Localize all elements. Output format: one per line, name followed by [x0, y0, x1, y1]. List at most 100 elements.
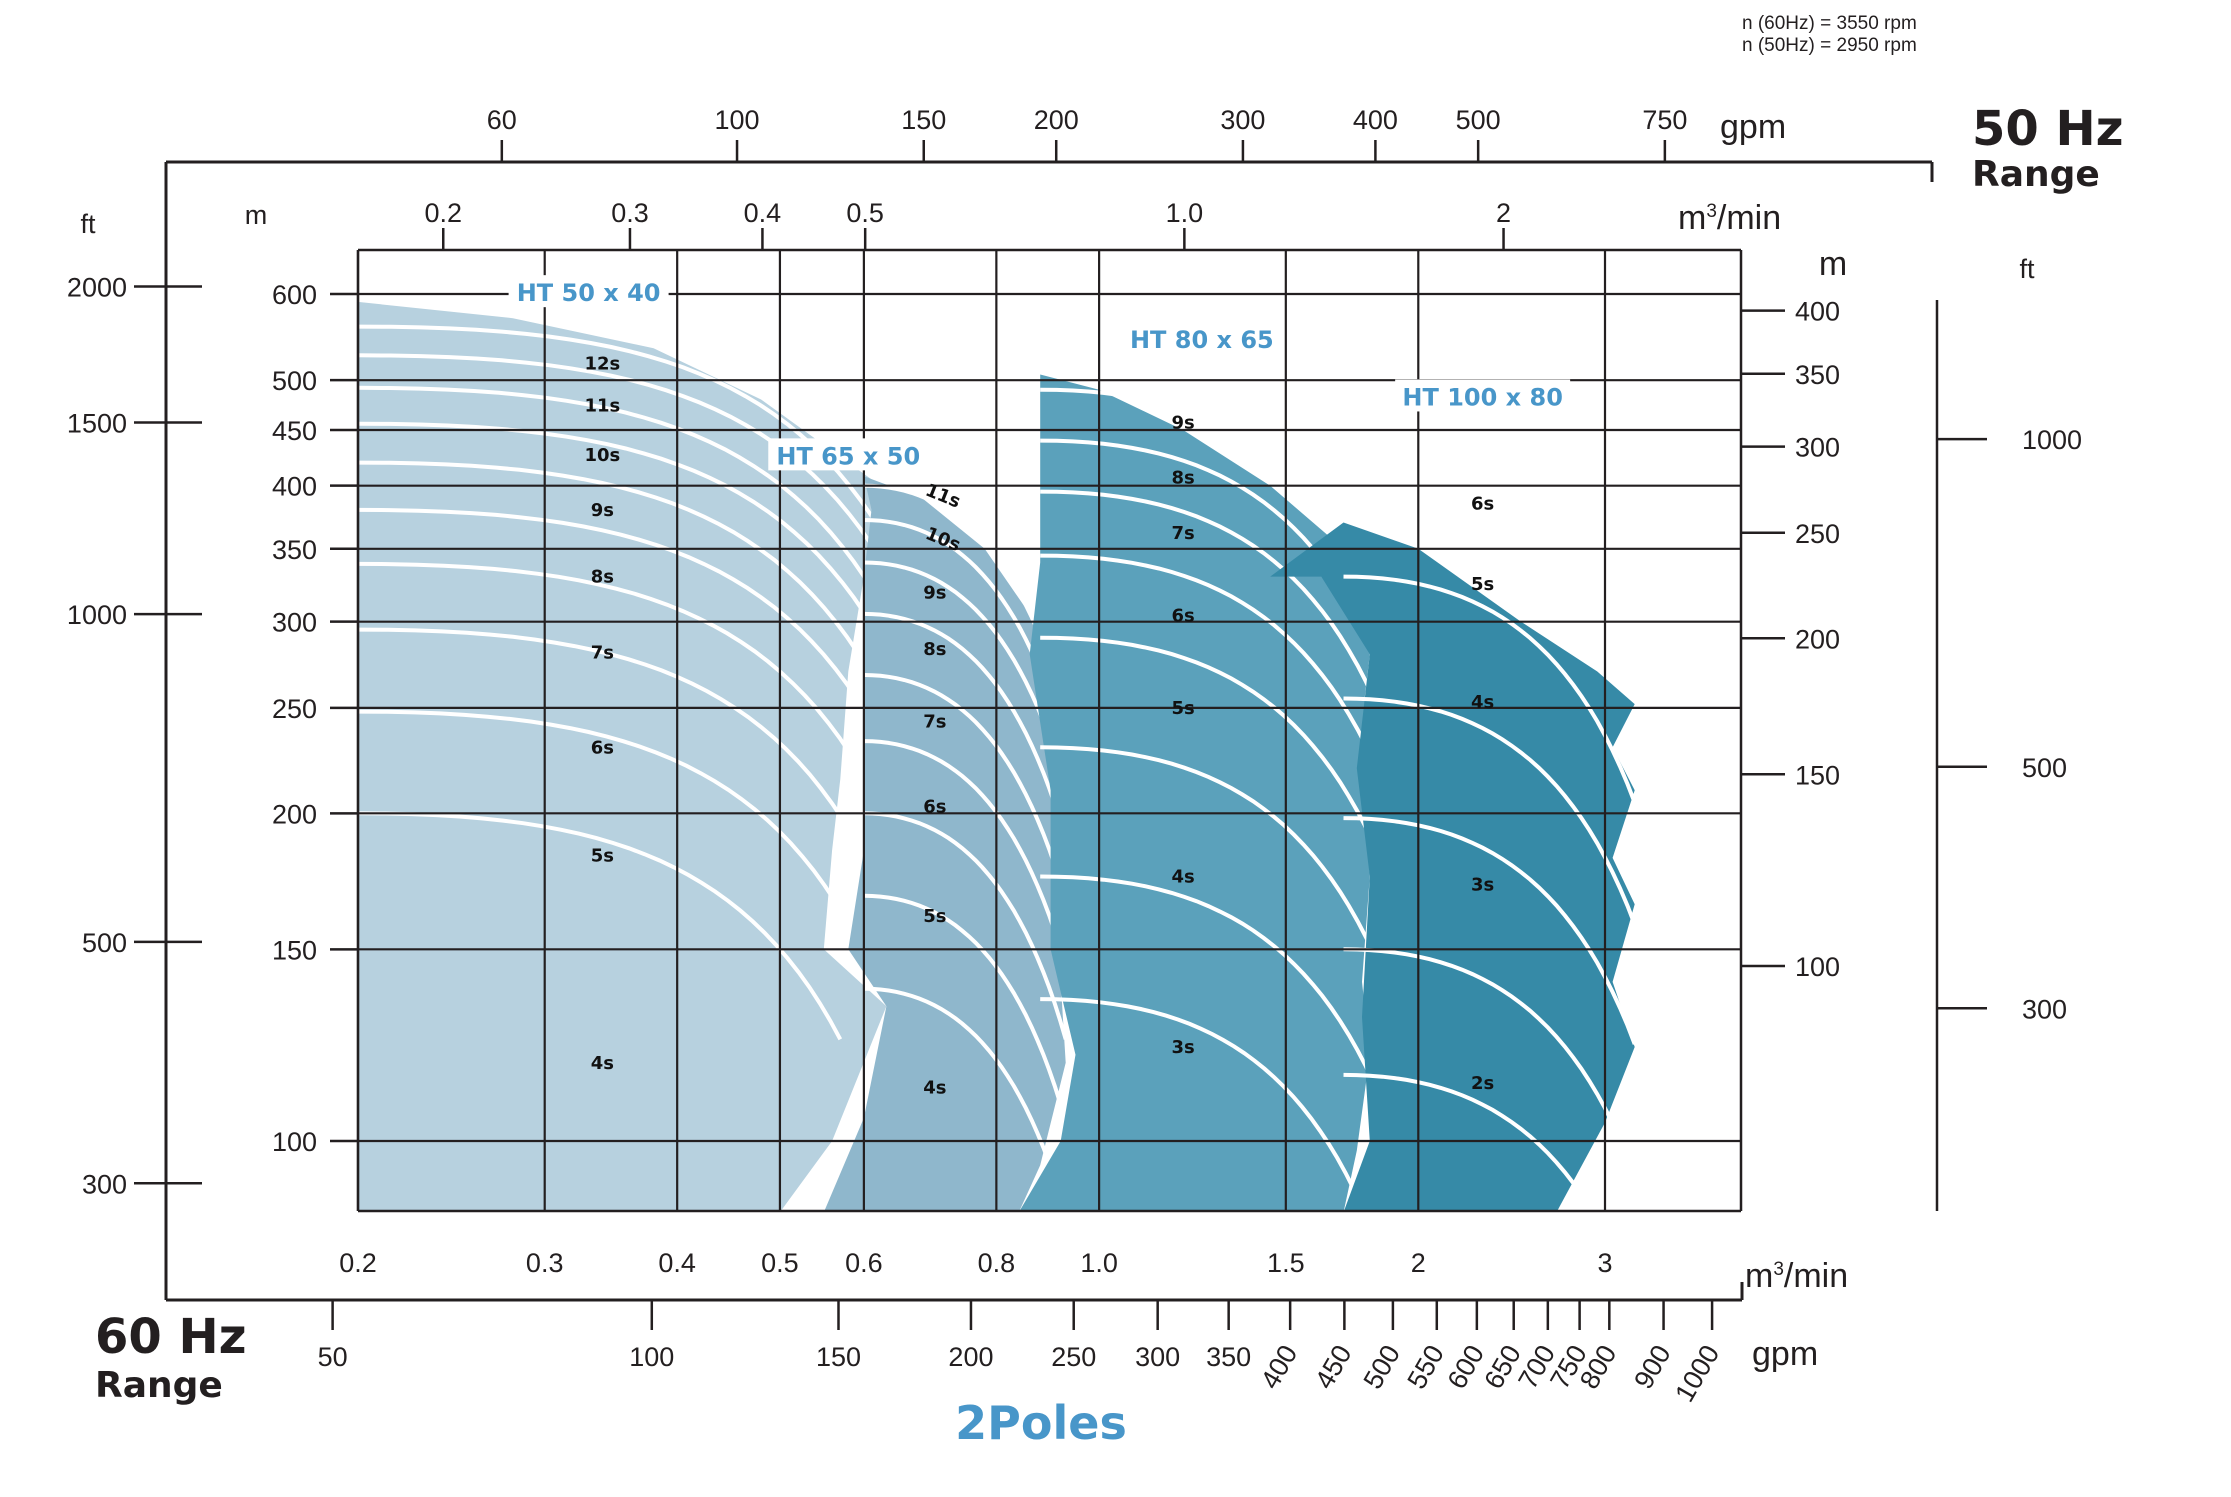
tick-label-x50-gpm: 300	[1220, 105, 1265, 135]
tick-label-y60-ft: 2000	[67, 272, 127, 302]
stage-label: 3s	[1171, 1037, 1194, 1058]
model-label: HT 65 x 50	[776, 442, 920, 470]
tick-label-y60-m: 450	[272, 416, 317, 446]
stage-curve	[1040, 635, 1385, 865]
stage-label: 6s	[591, 737, 614, 758]
stage-curve	[1040, 874, 1385, 1104]
chart-footer: 2Poles	[955, 1396, 1127, 1450]
stage-label: 8s	[923, 639, 946, 660]
tick-label-x60-gpm: 1000	[1669, 1340, 1725, 1407]
tick-label-y50-m: 300	[1795, 433, 1840, 463]
tick-label-y60-m: 350	[272, 535, 317, 565]
model-label: HT 80 x 65	[1130, 326, 1274, 354]
stage-curve	[863, 986, 1067, 1211]
stage-curve	[358, 324, 896, 554]
range-50hz-title: 50 Hz	[1972, 101, 2124, 157]
tick-label-x60-m3: 0.8	[978, 1248, 1016, 1278]
region-ht-100-x-80	[1270, 522, 1635, 1211]
tick-label-x50-gpm: 100	[715, 105, 760, 135]
tick-label-x60-m3: 1.5	[1267, 1248, 1305, 1278]
tick-label-x60-m3: 0.3	[526, 1248, 564, 1278]
tick-label-x50-m3: 0.3	[611, 198, 649, 228]
y60-m-unit: m	[245, 200, 268, 230]
model-label: HT 50 x 40	[517, 279, 661, 307]
model-label-bg	[768, 438, 929, 471]
stage-label: 11s	[584, 395, 620, 416]
stage-label: 4s	[591, 1053, 614, 1074]
tick-label-y50-ft: 300	[2022, 994, 2067, 1024]
tick-label-y50-m: 400	[1795, 297, 1840, 327]
range-50hz-subtitle: Range	[1972, 154, 2100, 195]
model-regions	[358, 301, 1637, 1211]
stage-label: 9s	[1171, 413, 1194, 434]
stage-curve	[1343, 574, 1637, 804]
model-label: HT 100 x 80	[1402, 383, 1563, 411]
tick-label-x50-m3: 2	[1496, 198, 1511, 228]
tick-label-y50-ft: 1000	[2022, 425, 2082, 455]
tick-label-x60-m3: 0.2	[339, 1248, 377, 1278]
stage-label: 5s	[1171, 698, 1194, 719]
tick-label-y60-ft: 500	[82, 928, 127, 958]
stage-label: 12s	[584, 353, 620, 374]
tick-label-x60-gpm: 800	[1574, 1340, 1623, 1394]
stage-curve	[358, 811, 843, 1041]
stage-label: 6s	[1471, 494, 1494, 515]
tick-label-x50-m3: 1.0	[1166, 198, 1204, 228]
tick-label-y60-m: 600	[272, 280, 317, 310]
chart-frame	[164, 160, 1934, 1302]
tick-label-x50-gpm: 60	[487, 105, 517, 135]
range-60hz-title: 60 Hz	[95, 1309, 247, 1365]
stage-label: 4s	[923, 1077, 946, 1098]
stage-curve	[358, 460, 881, 690]
tick-label-y60-m: 250	[272, 694, 317, 724]
tick-label-x60-gpm: 200	[948, 1342, 993, 1372]
stage-labels: HT 50 x 40 4s 5s 6s 7s 8s 9s 10s 11s 12s HT 65 x 5…	[508, 275, 1571, 1098]
tick-label-y50-m: 150	[1795, 760, 1840, 790]
tick-label-x60-gpm: 400	[1255, 1340, 1304, 1394]
stage-label: 6s	[1171, 605, 1194, 626]
stage-label: 5s	[591, 845, 614, 866]
tick-label-x60-m3: 0.5	[761, 1248, 799, 1278]
tick-label-x50-m3: 0.2	[424, 198, 462, 228]
stage-curve	[358, 385, 889, 615]
stage-label: 4s	[1471, 692, 1494, 713]
stage-label: 7s	[923, 711, 946, 732]
tick-label-y50-m: 350	[1795, 360, 1840, 390]
y60-ft-unit: ft	[80, 209, 96, 239]
stage-label: 8s	[1171, 467, 1194, 488]
x60-m3-unit: m3/min	[1745, 1257, 1848, 1295]
stage-label: 10s	[584, 445, 620, 466]
stage-label: 7s	[1171, 523, 1194, 544]
stage-curve	[1040, 997, 1366, 1211]
stage-curve	[358, 421, 889, 651]
x60-gpm-unit: gpm	[1752, 1335, 1818, 1373]
tick-label-x60-m3: 0.4	[658, 1248, 696, 1278]
grid-lines	[356, 250, 1741, 1211]
tick-label-x60-gpm: 50	[318, 1342, 348, 1372]
stage-label: 5s	[923, 906, 946, 927]
stage-curve	[1040, 553, 1385, 783]
stage-curve	[863, 611, 1068, 841]
tick-label-x50-gpm: 150	[901, 105, 946, 135]
stage-label: 5s	[1471, 574, 1494, 595]
tick-label-x60-m3: 1.0	[1080, 1248, 1118, 1278]
tick-label-x50-m3: 0.4	[744, 198, 782, 228]
tick-label-x50-gpm: 200	[1034, 105, 1079, 135]
tick-label-y50-m: 200	[1795, 624, 1840, 654]
rpm-note-50hz: n (50Hz) = 2950 rpm	[1742, 35, 1917, 56]
tick-label-y60-ft: 1500	[67, 408, 127, 438]
stage-curve	[358, 507, 881, 737]
tick-label-y60-m: 300	[272, 608, 317, 638]
tick-label-y50-m: 100	[1795, 952, 1840, 982]
stage-label: 9s	[923, 583, 946, 604]
tick-label-x60-gpm: 600	[1442, 1340, 1491, 1394]
y50-ft-unit: ft	[2019, 254, 2035, 284]
tick-label-x60-gpm: 900	[1628, 1340, 1677, 1394]
tick-label-y60-m: 200	[272, 799, 317, 829]
stage-label: 6s	[923, 796, 946, 817]
stage-curve	[1343, 816, 1637, 1045]
tick-label-x60-gpm: 450	[1309, 1340, 1358, 1394]
stage-curve	[1343, 1072, 1595, 1211]
stage-curve	[1343, 947, 1637, 1177]
stage-curve	[863, 811, 1068, 1040]
